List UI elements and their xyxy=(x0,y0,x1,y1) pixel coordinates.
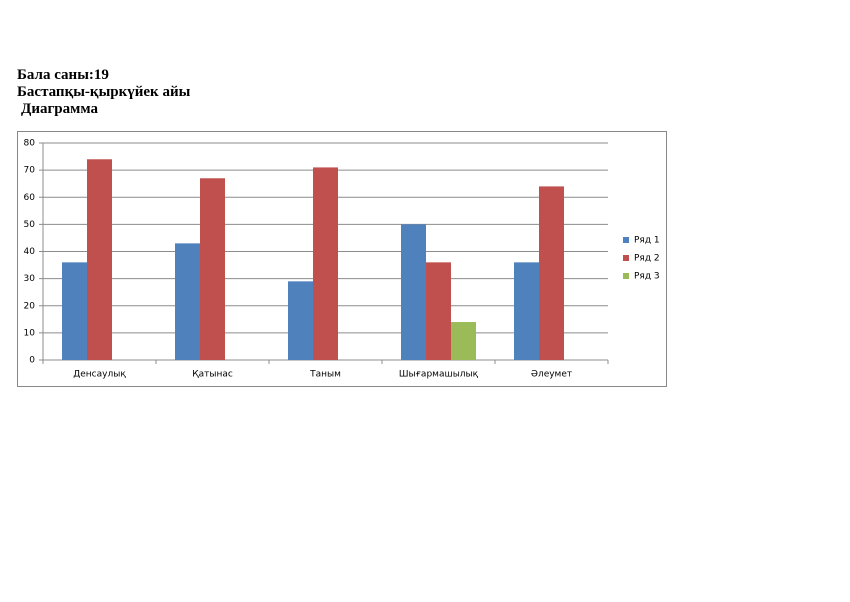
bar xyxy=(539,186,564,360)
legend-label: Ряд 2 xyxy=(634,254,660,264)
y-tick-label: 60 xyxy=(24,193,36,203)
heading-line: Бала саны:19 xyxy=(17,67,109,83)
y-tick-label: 40 xyxy=(24,247,36,257)
bar xyxy=(401,224,426,360)
heading-line: Бастапқы-қыркүйек айы xyxy=(17,84,191,100)
y-tick-label: 30 xyxy=(24,274,36,284)
x-tick-label: Денсаулық xyxy=(73,370,126,380)
bar xyxy=(87,159,112,360)
y-tick-label: 70 xyxy=(24,166,36,176)
y-tick-label: 10 xyxy=(24,328,36,338)
bar xyxy=(313,167,338,360)
bar xyxy=(514,262,539,360)
bar xyxy=(62,262,87,360)
heading-line: Диаграмма xyxy=(21,101,98,117)
x-tick-label: Әлеумет xyxy=(531,370,572,380)
bar xyxy=(200,178,225,360)
legend-swatch xyxy=(623,255,629,261)
bar xyxy=(175,243,200,360)
bar xyxy=(451,322,476,360)
bar xyxy=(426,262,451,360)
legend-label: Ряд 3 xyxy=(634,272,660,282)
legend-swatch xyxy=(623,237,629,243)
y-tick-label: 20 xyxy=(24,301,36,311)
bar xyxy=(288,281,313,360)
x-tick-label: Таным xyxy=(309,370,341,380)
x-tick-label: Шығармашылық xyxy=(399,370,479,380)
y-tick-label: 50 xyxy=(24,220,36,230)
y-tick-label: 0 xyxy=(29,356,35,366)
x-tick-label: Қатынас xyxy=(192,370,233,380)
legend-label: Ряд 1 xyxy=(634,236,660,246)
y-tick-label: 80 xyxy=(24,139,36,149)
legend-swatch xyxy=(623,273,629,279)
